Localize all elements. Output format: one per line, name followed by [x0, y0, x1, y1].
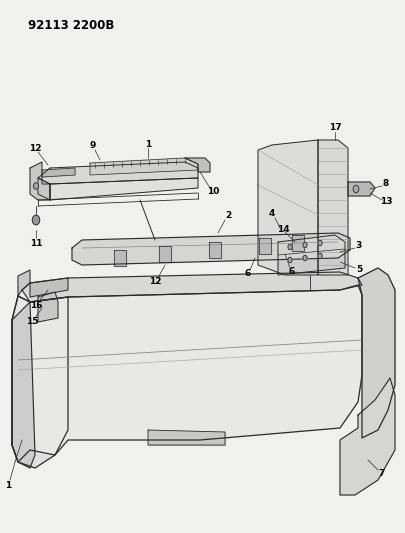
Circle shape: [318, 240, 322, 246]
Text: 10: 10: [207, 188, 219, 197]
Polygon shape: [358, 268, 395, 438]
Polygon shape: [50, 178, 198, 200]
Text: 6: 6: [289, 268, 295, 277]
Polygon shape: [38, 292, 58, 322]
Text: 12: 12: [149, 278, 161, 287]
Polygon shape: [348, 182, 375, 196]
Polygon shape: [258, 140, 318, 275]
Text: 8: 8: [383, 180, 389, 189]
Polygon shape: [318, 140, 348, 275]
Polygon shape: [12, 285, 362, 462]
Text: 6: 6: [245, 270, 251, 279]
Polygon shape: [185, 158, 210, 172]
Polygon shape: [22, 272, 362, 302]
Text: 5: 5: [356, 265, 362, 274]
Polygon shape: [38, 162, 198, 184]
Polygon shape: [278, 235, 345, 275]
Polygon shape: [292, 235, 304, 251]
Text: 15: 15: [26, 318, 38, 327]
Text: 92113 2200B: 92113 2200B: [28, 19, 115, 31]
Text: 13: 13: [380, 198, 392, 206]
Polygon shape: [12, 302, 35, 468]
Circle shape: [34, 183, 38, 189]
Text: 16: 16: [30, 301, 42, 310]
Polygon shape: [12, 296, 68, 468]
Polygon shape: [209, 242, 221, 258]
Text: 7: 7: [379, 470, 385, 479]
Polygon shape: [159, 246, 171, 262]
Text: 2: 2: [225, 212, 231, 221]
Circle shape: [303, 243, 307, 248]
Text: 4: 4: [269, 209, 275, 219]
Circle shape: [303, 255, 307, 261]
Circle shape: [353, 185, 359, 193]
Polygon shape: [340, 378, 395, 495]
Polygon shape: [18, 270, 30, 296]
Circle shape: [318, 253, 322, 259]
Polygon shape: [90, 158, 198, 175]
Text: 3: 3: [356, 241, 362, 251]
Text: 17: 17: [329, 124, 341, 133]
Text: 1: 1: [145, 140, 151, 149]
Polygon shape: [148, 430, 225, 445]
Polygon shape: [114, 250, 126, 266]
Circle shape: [32, 215, 40, 225]
Text: 9: 9: [90, 141, 96, 150]
Text: 1: 1: [5, 481, 11, 490]
Text: 12: 12: [29, 143, 41, 152]
Polygon shape: [30, 278, 68, 297]
Circle shape: [288, 244, 292, 249]
Polygon shape: [38, 178, 50, 200]
Text: 14: 14: [277, 224, 289, 233]
Text: 11: 11: [30, 238, 42, 247]
Circle shape: [288, 257, 292, 263]
Polygon shape: [30, 162, 50, 200]
Polygon shape: [72, 233, 350, 265]
Polygon shape: [42, 168, 75, 177]
Polygon shape: [259, 238, 271, 254]
